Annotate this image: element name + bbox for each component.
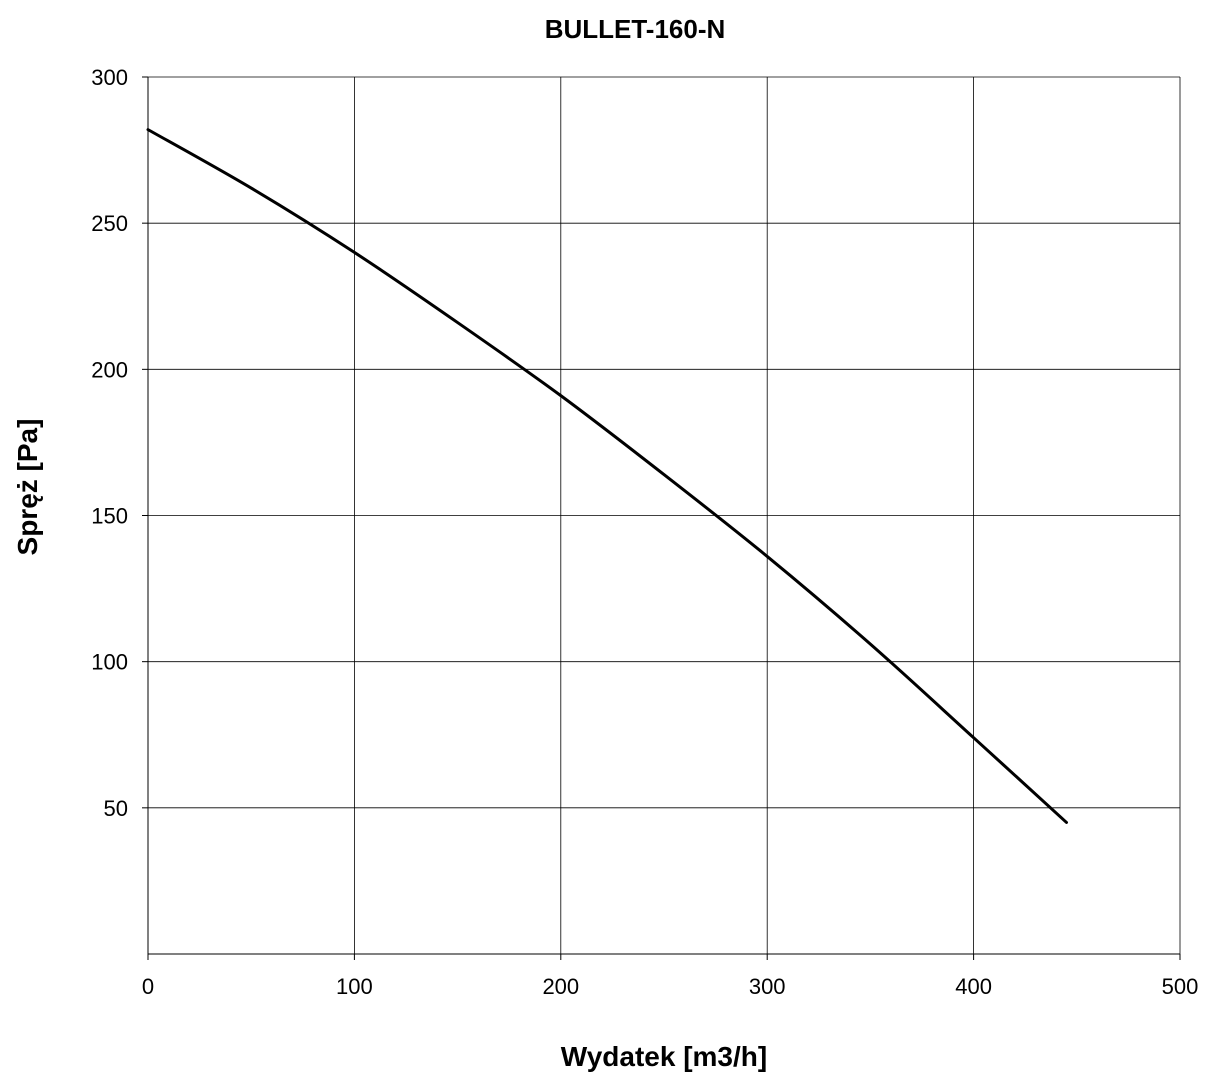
x-axis-label: Wydatek [m3/h] [561,1041,767,1072]
grid [148,76,1181,954]
x-tick-label: 200 [542,974,579,999]
x-tick-label: 300 [749,974,786,999]
y-axis-label: Spręż [Pa] [12,419,43,556]
y-tick-label: 50 [104,796,128,821]
x-tick-label: 500 [1162,974,1199,999]
y-tick-label: 150 [91,504,128,529]
y-tick-label: 200 [91,357,128,382]
y-tick-label: 250 [91,211,128,236]
series-line [146,128,1068,824]
x-tick-label: 100 [336,974,373,999]
series [146,128,1068,824]
x-tick-label: 0 [142,974,154,999]
tick-labels: 0 100 200 300 400 500 50 100 150 200 250 300 [91,65,1198,999]
y-tick-label: 100 [91,650,128,675]
y-tick-label: 300 [91,65,128,90]
axes [142,76,1181,960]
chart-title: BULLET-160-N [545,14,726,44]
x-tick-label: 400 [955,974,992,999]
